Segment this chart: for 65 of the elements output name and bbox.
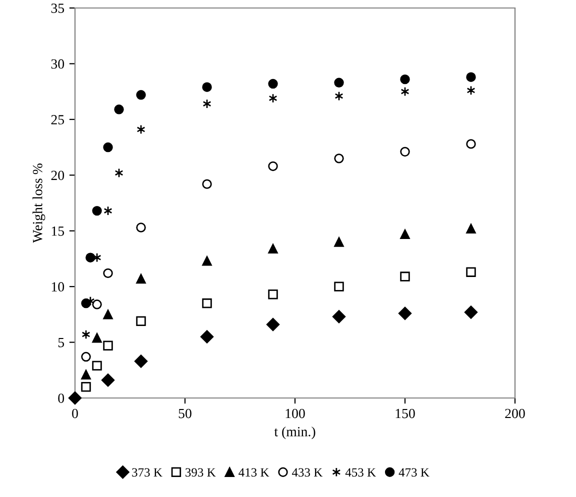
- legend-label: 473 K: [398, 468, 430, 477]
- point: [466, 224, 476, 234]
- point: [92, 360, 102, 371]
- point: [466, 267, 476, 277]
- point: [92, 206, 102, 216]
- point: [268, 244, 278, 254]
- point: [334, 78, 344, 88]
- point: [334, 282, 344, 292]
- point: [334, 154, 344, 164]
- point: [68, 391, 82, 405]
- point: [103, 268, 113, 278]
- point: [268, 161, 278, 172]
- point: [332, 310, 346, 324]
- y-tick-label: 35: [51, 4, 64, 13]
- point: [136, 90, 146, 100]
- x-tick-label: 0: [72, 408, 78, 418]
- legend-label: 393 K: [186, 468, 216, 477]
- legend-label: 373 K: [132, 468, 162, 477]
- point: [101, 374, 115, 387]
- point: [103, 340, 113, 350]
- point: [400, 74, 410, 84]
- point: [266, 318, 280, 332]
- point: [202, 82, 212, 92]
- point: [92, 300, 102, 310]
- point: [103, 310, 113, 320]
- point: [103, 142, 113, 152]
- point: [136, 316, 146, 326]
- point: [202, 256, 212, 266]
- point: [334, 237, 344, 247]
- legend-label: 433 K: [292, 468, 323, 477]
- y-tick-label: 30: [51, 59, 64, 69]
- point: [466, 139, 476, 149]
- x-tick-label: 150: [396, 408, 415, 418]
- point: [400, 272, 410, 282]
- x-tick-label: 50: [178, 408, 192, 418]
- point: [81, 352, 91, 362]
- point: [92, 332, 102, 343]
- point: [86, 252, 96, 262]
- point: [134, 354, 148, 368]
- point: [268, 290, 278, 300]
- point: [400, 146, 410, 157]
- point: [464, 306, 478, 319]
- y-tick-label: 25: [51, 115, 64, 124]
- x-tick-label: 200: [505, 408, 525, 418]
- point: [81, 382, 91, 392]
- y-tick-label: 5: [58, 338, 64, 348]
- point: [136, 274, 146, 284]
- point: [81, 370, 91, 380]
- legend-label: 413 K: [238, 468, 270, 477]
- x-axis-title: t (min.): [274, 426, 316, 440]
- point: [268, 78, 278, 89]
- point: [200, 330, 214, 344]
- point: [114, 104, 124, 114]
- point: [202, 298, 212, 308]
- point: [202, 179, 212, 189]
- point: [466, 72, 476, 82]
- x-tick-label: 100: [286, 408, 305, 418]
- point: [398, 306, 412, 320]
- point: [400, 229, 410, 240]
- y-tick-label: 10: [52, 282, 64, 292]
- y-tick-label: 20: [51, 170, 64, 180]
- y-tick-label: 0: [58, 394, 64, 403]
- y-axis-title: Weight loss %: [32, 164, 46, 243]
- point: [136, 222, 146, 232]
- y-tick-label: 15: [52, 226, 64, 236]
